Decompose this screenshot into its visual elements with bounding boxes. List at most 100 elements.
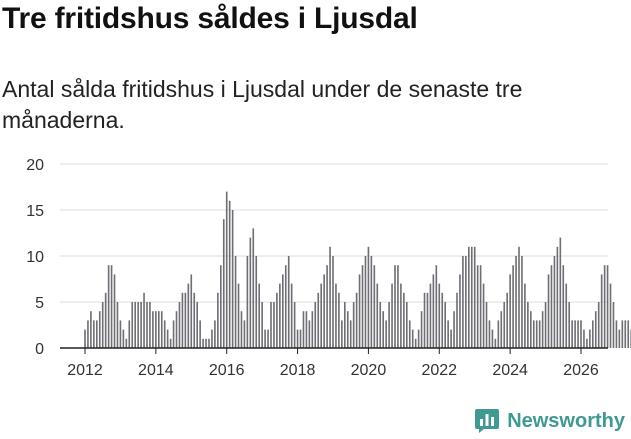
bar bbox=[530, 311, 532, 348]
bar bbox=[426, 292, 429, 348]
bar bbox=[565, 283, 568, 348]
bar bbox=[521, 256, 523, 348]
bar bbox=[155, 311, 157, 348]
bar bbox=[131, 302, 134, 348]
bar bbox=[574, 320, 576, 348]
bar bbox=[468, 246, 470, 348]
bar bbox=[538, 320, 541, 348]
bar bbox=[252, 228, 255, 348]
x-axis-ticks: 2012 2014 2016 2018 2020 2022 2024 2026 bbox=[67, 348, 599, 379]
bar bbox=[382, 311, 384, 348]
bar bbox=[299, 329, 302, 348]
bar bbox=[465, 256, 467, 348]
bar bbox=[287, 256, 290, 348]
bar bbox=[222, 219, 225, 348]
bar bbox=[506, 292, 508, 348]
bar bbox=[270, 302, 272, 348]
x-tick-label: 2026 bbox=[563, 362, 599, 379]
bar bbox=[84, 329, 86, 348]
bar bbox=[370, 256, 373, 348]
bar bbox=[196, 302, 198, 348]
bar bbox=[258, 283, 260, 348]
bar bbox=[355, 292, 358, 348]
bar bbox=[438, 283, 441, 348]
bar bbox=[470, 246, 473, 348]
bar bbox=[414, 338, 417, 348]
bar bbox=[553, 256, 556, 348]
bar bbox=[190, 274, 193, 348]
bar bbox=[488, 320, 491, 348]
bar bbox=[583, 329, 585, 348]
bar bbox=[503, 302, 506, 348]
bar bbox=[184, 292, 187, 348]
bar bbox=[476, 265, 479, 348]
y-tick-label: 0 bbox=[35, 341, 44, 358]
bar bbox=[397, 265, 399, 348]
bar bbox=[544, 302, 547, 348]
x-tick-label: 2016 bbox=[209, 362, 245, 379]
bar bbox=[618, 329, 621, 348]
y-tick-label: 15 bbox=[26, 203, 44, 220]
bar bbox=[246, 256, 249, 348]
bar bbox=[411, 329, 414, 348]
bar bbox=[429, 283, 432, 348]
bar bbox=[547, 274, 550, 348]
bar bbox=[101, 302, 104, 348]
x-tick-label: 2022 bbox=[421, 362, 457, 379]
bar bbox=[408, 320, 411, 348]
bar bbox=[282, 274, 284, 348]
bar bbox=[358, 274, 361, 348]
bar bbox=[624, 320, 627, 348]
bar bbox=[163, 320, 166, 348]
gridlines bbox=[60, 163, 608, 303]
bar bbox=[417, 329, 420, 348]
bar bbox=[290, 283, 293, 348]
bar bbox=[361, 265, 364, 348]
bar bbox=[193, 292, 196, 348]
bar bbox=[332, 256, 334, 348]
x-tick-label: 2018 bbox=[280, 362, 316, 379]
bar bbox=[603, 265, 606, 348]
bar bbox=[352, 302, 355, 348]
bar bbox=[482, 283, 485, 348]
bar bbox=[119, 320, 122, 348]
bar bbox=[217, 292, 219, 348]
bar bbox=[535, 320, 538, 348]
bar bbox=[152, 311, 154, 348]
bar bbox=[205, 338, 207, 348]
bar bbox=[128, 320, 131, 348]
bar bbox=[305, 311, 308, 348]
bar bbox=[187, 283, 190, 348]
bar bbox=[317, 292, 320, 348]
bar bbox=[577, 320, 579, 348]
y-tick-label: 5 bbox=[35, 295, 44, 312]
bar bbox=[341, 320, 343, 348]
bar bbox=[202, 338, 204, 348]
bar bbox=[376, 283, 379, 348]
bar bbox=[403, 292, 405, 348]
bar bbox=[627, 320, 630, 348]
bar bbox=[367, 246, 370, 348]
bar bbox=[279, 283, 281, 348]
bar bbox=[104, 292, 107, 348]
bar bbox=[597, 302, 600, 348]
bar bbox=[169, 338, 172, 348]
bar bbox=[166, 329, 169, 348]
bar bbox=[208, 338, 210, 348]
bar bbox=[323, 274, 325, 348]
bar bbox=[571, 320, 573, 348]
bar bbox=[456, 292, 458, 348]
bar bbox=[441, 292, 444, 348]
bar bbox=[146, 302, 148, 348]
bar bbox=[178, 302, 181, 348]
bar bbox=[296, 329, 299, 348]
x-tick-label: 2020 bbox=[351, 362, 387, 379]
bar bbox=[93, 320, 95, 348]
bar bbox=[450, 329, 452, 348]
bar bbox=[494, 338, 497, 348]
bar bbox=[586, 338, 588, 348]
bar bbox=[479, 265, 482, 348]
bar bbox=[237, 283, 240, 348]
bar bbox=[373, 265, 376, 348]
bar bbox=[509, 274, 511, 348]
